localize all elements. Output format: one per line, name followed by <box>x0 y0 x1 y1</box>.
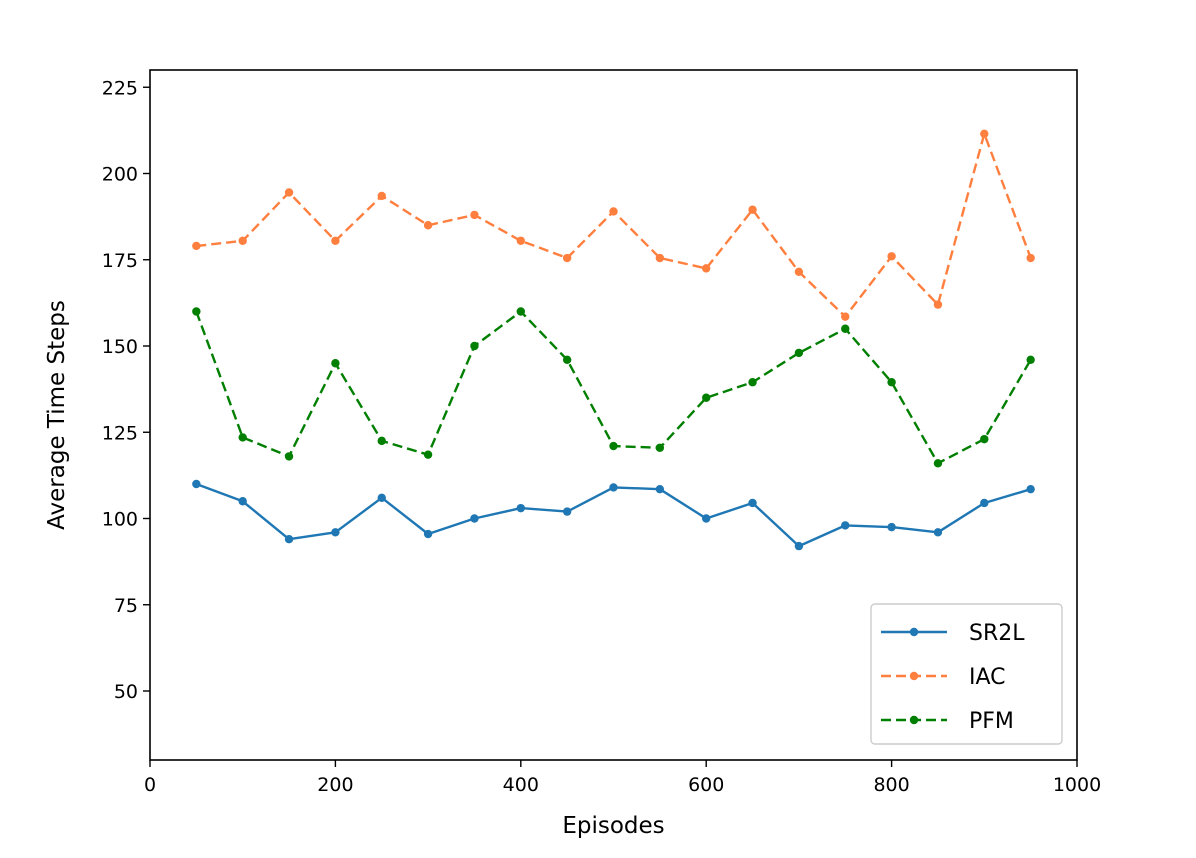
x-axis-label: Episodes <box>562 813 664 839</box>
data-point-iac <box>887 252 896 261</box>
legend-label-pfm: PFM <box>969 709 1014 734</box>
data-point-pfm <box>331 359 340 368</box>
x-tick-label: 400 <box>503 774 539 796</box>
data-point-sr2l <box>609 483 618 492</box>
data-point-pfm <box>238 433 247 442</box>
data-point-sr2l <box>377 493 386 502</box>
data-point-sr2l <box>933 528 943 537</box>
data-point-pfm <box>887 378 896 387</box>
y-tick-label: 125 <box>102 422 138 444</box>
data-point-iac <box>702 264 711 273</box>
data-point-iac <box>284 188 294 197</box>
data-point-sr2l <box>841 521 850 530</box>
data-point-iac <box>609 207 618 216</box>
data-point-iac <box>794 267 804 277</box>
axis-ticks: 0 200 400 600 800 1000 50 75 100 125 150 175 200 225 <box>102 77 1101 796</box>
data-point-sr2l <box>702 514 711 523</box>
data-point-iac <box>331 236 340 245</box>
legend-marker-sr2l <box>909 627 919 637</box>
data-point-iac <box>655 253 665 263</box>
data-point-iac <box>192 241 201 251</box>
series-line-pfm <box>195 310 1032 465</box>
data-point-sr2l <box>470 514 479 523</box>
y-tick-label: 225 <box>102 77 138 99</box>
legend-marker-pfm <box>909 715 919 725</box>
series-line-sr2l <box>195 482 1032 548</box>
data-point-iac <box>423 221 433 230</box>
data-point-sr2l <box>192 479 201 489</box>
data-point-sr2l <box>516 503 525 513</box>
data-point-sr2l <box>562 507 572 516</box>
data-point-sr2l <box>1026 484 1035 494</box>
legend: SR2L IAC PFM <box>870 603 1063 745</box>
y-tick-label: 175 <box>102 250 138 272</box>
y-tick-label: 100 <box>102 509 138 531</box>
data-point-iac <box>980 129 989 139</box>
data-point-pfm <box>702 393 711 402</box>
data-point-pfm <box>980 434 989 444</box>
data-point-iac <box>377 191 386 201</box>
y-axis-label: Average Time Steps <box>44 300 70 530</box>
data-point-iac <box>748 205 757 214</box>
data-point-pfm <box>562 355 572 364</box>
y-tick-label: 200 <box>102 164 138 186</box>
series-line-iac <box>196 132 1032 318</box>
data-point-pfm <box>748 378 757 387</box>
data-point-pfm <box>794 348 804 358</box>
x-tick-label: 1000 <box>1053 774 1101 796</box>
data-point-sr2l <box>655 484 665 494</box>
data-point-pfm <box>423 450 433 459</box>
data-point-iac <box>933 300 943 309</box>
legend-label-iac: IAC <box>969 665 1006 690</box>
data-point-sr2l <box>794 541 804 551</box>
data-point-pfm <box>284 452 294 461</box>
legend-label-sr2l: SR2L <box>969 621 1025 646</box>
data-point-pfm <box>655 443 665 452</box>
axes-frame <box>149 69 1078 761</box>
data-point-pfm <box>516 307 525 316</box>
data-point-pfm <box>1026 355 1035 364</box>
x-tick-label: 0 <box>144 774 156 796</box>
data-point-iac <box>841 312 850 321</box>
data-point-iac <box>562 253 572 263</box>
y-tick-label: 75 <box>114 595 138 617</box>
data-point-iac <box>470 210 479 220</box>
data-point-sr2l <box>284 535 294 544</box>
legend-marker-iac <box>909 671 919 681</box>
data-point-sr2l <box>423 529 433 539</box>
x-tick-label: 800 <box>873 774 909 796</box>
data-point-iac <box>1026 253 1035 263</box>
data-point-sr2l <box>980 498 989 508</box>
x-tick-label: 600 <box>688 774 724 796</box>
x-tick-label: 200 <box>317 774 353 796</box>
plot-area <box>192 129 1035 551</box>
data-point-pfm <box>192 307 201 316</box>
data-point-pfm <box>377 436 386 446</box>
legend-box <box>870 603 1063 745</box>
data-point-pfm <box>933 459 943 468</box>
data-point-sr2l <box>331 528 340 537</box>
data-point-iac <box>516 236 525 245</box>
data-point-sr2l <box>748 498 757 508</box>
data-point-pfm <box>470 341 479 351</box>
data-point-sr2l <box>238 497 247 506</box>
y-tick-label: 50 <box>114 681 138 703</box>
data-point-sr2l <box>887 522 896 532</box>
data-point-iac <box>238 236 247 245</box>
y-tick-label: 150 <box>102 336 138 358</box>
data-point-pfm <box>609 441 618 451</box>
data-point-pfm <box>841 324 850 333</box>
